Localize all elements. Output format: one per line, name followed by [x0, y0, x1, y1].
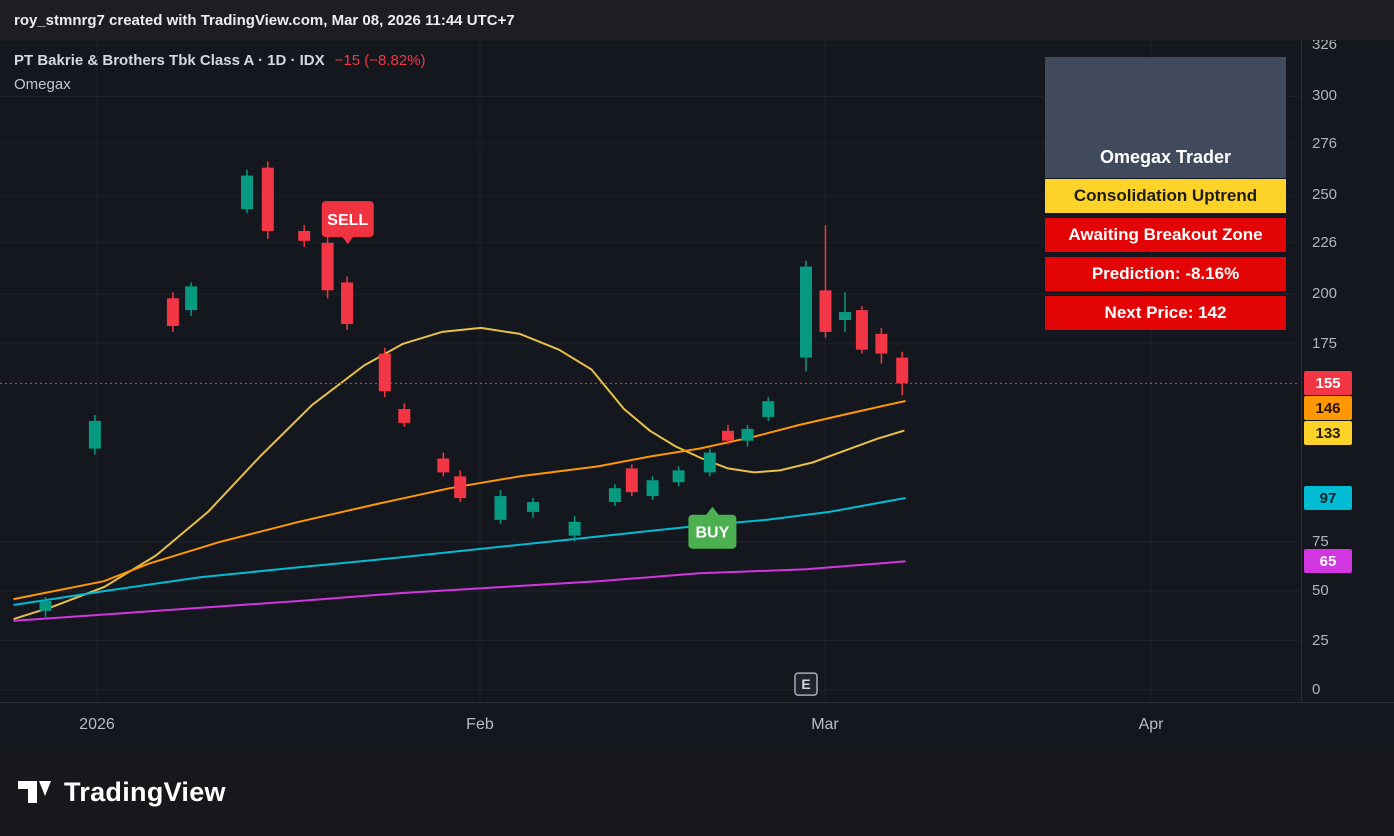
price-tick-75: 75 [1312, 532, 1329, 550]
price-tick-276: 276 [1312, 134, 1338, 152]
candle-body [608, 488, 621, 503]
price-axis[interactable]: 326 300 276 250 226 200 175 75 50 25 0 155 146 133 97 6… [1301, 40, 1394, 703]
panel-row-1: Consolidation Uptrend [1045, 179, 1286, 213]
indicator-label[interactable]: Omegax [14, 76, 71, 93]
panel-row-2: Awaiting Breakout Zone [1045, 218, 1286, 252]
candle-body [722, 430, 734, 441]
candle-body [437, 458, 450, 473]
price-tick-50: 50 [1312, 582, 1329, 600]
candle-body [298, 230, 311, 241]
omegax-panel: Omegax Trader Consolidation Uptrend Await… [1045, 57, 1286, 330]
price-badge-155: 155 [1304, 371, 1352, 396]
time-axis[interactable]: 2026 Feb Mar Apr [0, 702, 1394, 748]
chart-area[interactable]: SELL BUY E PT Bakrie & Brothers Tbk Class … [0, 40, 1394, 748]
attribution-text: roy_stmnrg7 created with TradingView.com… [14, 11, 515, 29]
candle-body [741, 428, 754, 441]
price-tick-326: 326 [1312, 40, 1338, 53]
candle-body [166, 298, 179, 326]
ma-orange-line [13, 400, 906, 600]
price-badge-146: 146 [1304, 396, 1352, 421]
candle-body [88, 420, 101, 449]
candle-body [378, 353, 391, 392]
price-tick-25: 25 [1312, 631, 1329, 649]
tradingview-wordmark: TradingView [64, 776, 226, 807]
candle-body [896, 357, 909, 384]
candle-body [855, 310, 868, 350]
candle-body [454, 476, 467, 499]
sell-marker: SELL [321, 201, 374, 245]
time-label-Mar: Mar [811, 716, 839, 733]
price-badge-133: 133 [1304, 421, 1352, 446]
candle-body [39, 600, 52, 611]
panel-title: Omegax Trader [1099, 147, 1232, 167]
symbol-change: −15 (−8.82%) [334, 52, 426, 69]
buy-marker-label: BUY [696, 525, 730, 542]
candle-body [625, 468, 638, 493]
candle-body [672, 470, 685, 483]
candle-body [819, 290, 832, 332]
attribution-bar: roy_stmnrg7 created with TradingView.com… [0, 0, 1394, 40]
earnings-marker[interactable]: E [794, 672, 818, 696]
panel-row-3: Prediction: -8.16% [1045, 257, 1286, 291]
candle-body [494, 496, 507, 520]
price-tick-0: 0 [1312, 681, 1321, 698]
price-tick-250: 250 [1312, 186, 1338, 204]
price-badge-97: 97 [1304, 486, 1352, 511]
price-tick-300: 300 [1312, 87, 1338, 105]
ma-cyan-line [13, 497, 906, 606]
candle-body [261, 167, 274, 231]
ma-yellow-line [13, 326, 905, 620]
candle-body [527, 502, 539, 512]
price-tick-175: 175 [1312, 334, 1338, 352]
time-label-Apr: Apr [1138, 716, 1164, 733]
candle-body [185, 286, 198, 311]
buy-marker: BUY [688, 506, 737, 549]
panel-row-4: Next Price: 142 [1045, 296, 1286, 330]
price-tick-200: 200 [1312, 285, 1338, 303]
candle-body [762, 401, 775, 417]
symbol-title[interactable]: PT Bakrie & Brothers Tbk Class A · 1D · … [14, 52, 325, 69]
candle-body [703, 452, 716, 473]
sell-marker-label: SELL [327, 212, 368, 229]
candle-body [321, 242, 334, 291]
grid [0, 40, 1300, 703]
candlestick-series [39, 161, 909, 617]
symbol-legend-line: PT Bakrie & Brothers Tbk Class A · 1D · … [14, 52, 426, 69]
time-label-2026: 2026 [79, 716, 115, 733]
candle-body [800, 266, 812, 358]
panel-header: Omegax Trader [1045, 57, 1286, 178]
ma-magenta-line [13, 560, 906, 622]
price-chart-canvas[interactable]: SELL BUY E [0, 40, 1394, 748]
candle-body [646, 480, 659, 497]
time-label-Feb: Feb [466, 716, 494, 733]
price-badge-65: 65 [1304, 549, 1352, 574]
earnings-marker-label: E [801, 676, 810, 692]
tradingview-logo-icon [16, 777, 52, 807]
candle-body [875, 333, 888, 354]
candle-body [241, 175, 253, 210]
panel-rows: Consolidation Uptrend Awaiting Breakout Z… [1045, 179, 1286, 330]
candle-body [839, 312, 851, 321]
footer-bar: TradingView [0, 748, 1394, 836]
candle-body [341, 282, 354, 324]
price-tick-226: 226 [1312, 233, 1338, 251]
symbol-legend: PT Bakrie & Brothers Tbk Class A · 1D · … [14, 52, 426, 93]
candle-body [398, 409, 411, 423]
candle-body [568, 521, 581, 536]
